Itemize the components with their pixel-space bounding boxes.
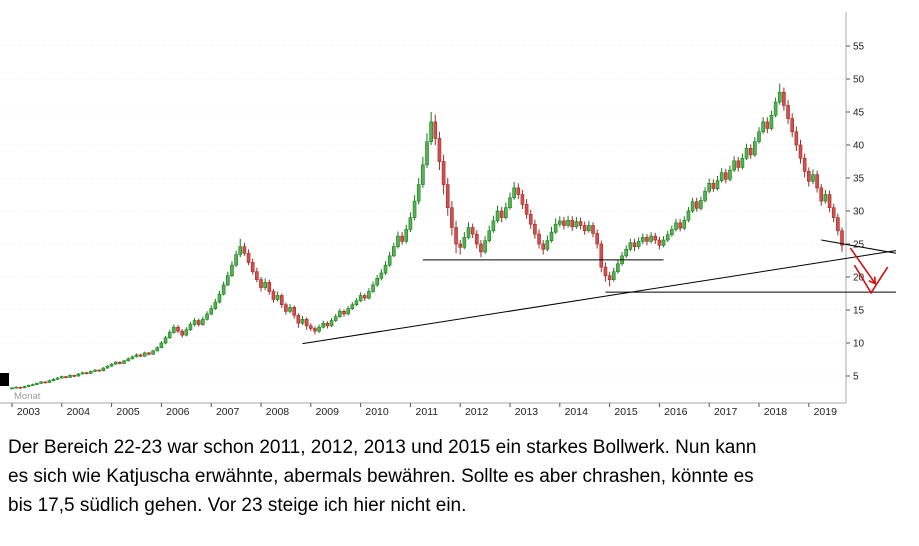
svg-text:2003: 2003 [17,406,41,418]
svg-text:10: 10 [853,339,865,350]
svg-text:2018: 2018 [764,406,788,418]
svg-text:20: 20 [853,273,865,284]
svg-text:2010: 2010 [365,406,389,418]
svg-text:30: 30 [853,207,865,218]
svg-text:35: 35 [853,174,865,185]
svg-text:55: 55 [853,42,865,53]
svg-text:2009: 2009 [316,406,340,418]
svg-text:2005: 2005 [116,406,140,418]
svg-text:2016: 2016 [664,406,688,418]
svg-text:2012: 2012 [465,406,489,418]
svg-text:2015: 2015 [614,406,638,418]
svg-text:15: 15 [853,306,865,317]
svg-text:25: 25 [853,240,865,251]
svg-text:5: 5 [853,372,859,383]
svg-text:45: 45 [853,108,865,119]
svg-text:2019: 2019 [814,406,838,418]
analysis-text: Der Bereich 22-23 war schon 2011, 2012, … [0,425,919,520]
svg-text:2014: 2014 [565,406,589,418]
svg-text:2017: 2017 [714,406,738,418]
svg-text:40: 40 [853,141,865,152]
timeframe-label: Monat [14,391,41,402]
svg-text:50: 50 [853,75,865,86]
svg-text:2008: 2008 [266,406,290,418]
candlestick-chart-panel: 5 10 15 20 25 30 35 40 45 50 55 2003 2004 2005 2006 200… [0,12,897,418]
caption-line-2: es sich wie Katjuscha erwähnte, abermals… [8,466,754,487]
svg-text:2004: 2004 [67,406,91,418]
svg-text:2013: 2013 [515,406,539,418]
svg-text:2007: 2007 [216,406,240,418]
candlestick-chart: 5 10 15 20 25 30 35 40 45 50 55 2003 2004 2005 2006 200… [0,12,897,418]
svg-text:2011: 2011 [416,406,439,418]
caption-line-1: Der Bereich 22-23 war schon 2011, 2012, … [8,437,757,458]
caption-line-3: bis 17,5 südlich gehen. Vor 23 steige ic… [8,495,467,516]
logo-mark [0,373,9,386]
svg-text:2006: 2006 [166,406,190,418]
